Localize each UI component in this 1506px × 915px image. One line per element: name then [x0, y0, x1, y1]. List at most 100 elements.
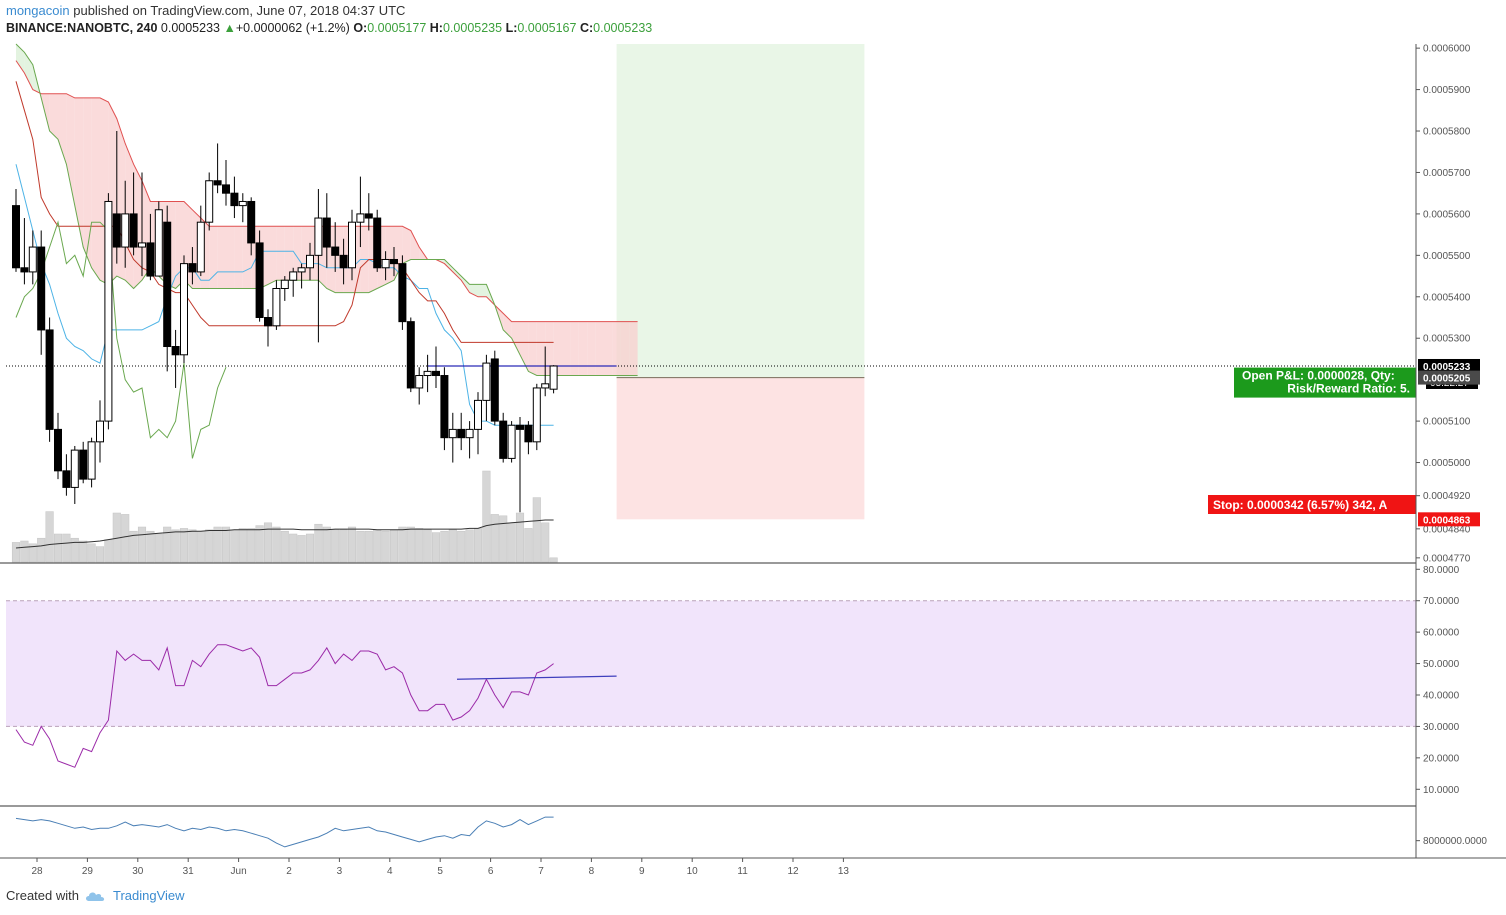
volume-bar [171, 529, 180, 563]
candle-body [37, 246, 46, 331]
stop-price-label-bg [1418, 512, 1480, 527]
high-value: 0.0005235 [442, 21, 503, 35]
volume-bar [314, 523, 323, 563]
cloud-segment [562, 321, 571, 376]
close-label: C: [579, 21, 594, 35]
volume-bar [221, 526, 231, 563]
pnl-box [1234, 367, 1416, 398]
candle-body [146, 242, 155, 277]
volume-bar [482, 470, 491, 563]
cloud-segment [91, 97, 100, 281]
volume-bar [490, 514, 499, 563]
price-tick-label: 0.0004840 [1423, 524, 1471, 535]
volume-bar [213, 526, 222, 563]
rsi-line [15, 644, 554, 768]
cloud-segment [511, 321, 520, 355]
price-tick-label: 0.0005900 [1423, 85, 1471, 96]
volume-bar [11, 542, 21, 563]
candle-body [45, 329, 54, 430]
cloud-segment [293, 226, 302, 281]
candle-body [364, 213, 373, 219]
rsi-trendline [456, 675, 617, 680]
candle-body [79, 449, 88, 480]
candle-body [280, 279, 289, 289]
volume-bar [297, 535, 306, 563]
volume-bar [205, 529, 214, 563]
cloud-segment [66, 93, 75, 206]
cloud-segment [612, 321, 621, 376]
volume-bar [541, 522, 550, 563]
volume-bar [238, 528, 247, 563]
volume-bar [457, 530, 466, 563]
time-tick-label: Jun [231, 866, 247, 877]
symbol-label: BINANCE:NANOBTC, 240 [6, 21, 158, 35]
tradingview-brand: TradingView [112, 888, 185, 903]
candle-body [20, 267, 29, 273]
cloud-segment [402, 226, 411, 264]
price-tick-label: 0.0004920 [1423, 491, 1471, 502]
volume-bar [79, 540, 88, 563]
volume-bar [515, 512, 525, 563]
volume-bar [95, 546, 105, 563]
current-price-label: 0.0005233 [1423, 362, 1471, 373]
volume-bar [28, 543, 37, 563]
cloud-segment [268, 226, 277, 285]
price-tick-label: 0.0005100 [1423, 417, 1471, 428]
rsi-tick-label: 10.0000 [1423, 785, 1460, 796]
candle-body [348, 221, 356, 269]
price-tick-label: 0.0006000 [1423, 44, 1471, 55]
volume-bar [154, 533, 163, 563]
candle-body [171, 346, 180, 356]
time-tick-label: 9 [639, 866, 645, 877]
candle-body [104, 200, 113, 422]
tradingview-link[interactable]: TradingView [85, 888, 185, 903]
volume-bar [448, 529, 457, 563]
senkou-span-a-line [15, 43, 638, 376]
last-price: 0.0005233 [160, 21, 220, 35]
cloud-segment [385, 226, 394, 285]
publish-info: published on TradingView.com, June 07, 2… [73, 3, 406, 18]
cloud-segment [133, 164, 142, 289]
candle-body [432, 370, 440, 377]
price-tick-label: 0.0005300 [1423, 334, 1471, 345]
volume-bar [247, 528, 256, 563]
cloud-segment [226, 226, 235, 289]
candle-body [440, 375, 449, 439]
volume-bar [104, 539, 113, 563]
stop-box [1208, 495, 1416, 514]
candle-body [331, 246, 340, 256]
price-tick-label: 0.0005700 [1423, 168, 1471, 179]
cloud-segment [116, 118, 126, 281]
candle-body [306, 254, 314, 269]
candle-body [549, 365, 558, 390]
candle-body [381, 258, 390, 269]
cloud-segment [58, 93, 67, 165]
candle-body [264, 317, 272, 327]
stop-zone [616, 377, 865, 520]
low-value: 0.0005167 [517, 21, 577, 35]
cloud-segment [444, 259, 453, 272]
candle-body [474, 399, 482, 430]
price-tick-label: 0.0005800 [1423, 127, 1471, 138]
cloud-segment [604, 321, 613, 376]
volume-bar [465, 529, 474, 563]
time-tick-label: 3 [337, 866, 343, 877]
price-chart[interactable]: Open P&L: 0.0000028, Qty: Risk/Reward Ra… [0, 0, 1506, 885]
open-label: O: [353, 21, 368, 35]
rsi-tick-label: 80.0000 [1423, 565, 1460, 576]
candle-body [482, 362, 491, 401]
volume-bar [381, 530, 390, 563]
created-with-label: Created with [6, 888, 79, 903]
volume-bar [524, 528, 533, 563]
volume-bar [507, 522, 516, 563]
price-tick-label: 0.0004770 [1423, 553, 1471, 564]
author-link[interactable]: mongacoin [6, 3, 70, 18]
candle-body [180, 263, 188, 356]
volume-bar [196, 530, 205, 563]
candle-body [297, 267, 306, 273]
volume-bar [146, 530, 155, 563]
volume-bar [440, 530, 449, 563]
candle-body [448, 428, 457, 439]
volume-bar [188, 529, 197, 563]
volume-bar [364, 530, 373, 563]
